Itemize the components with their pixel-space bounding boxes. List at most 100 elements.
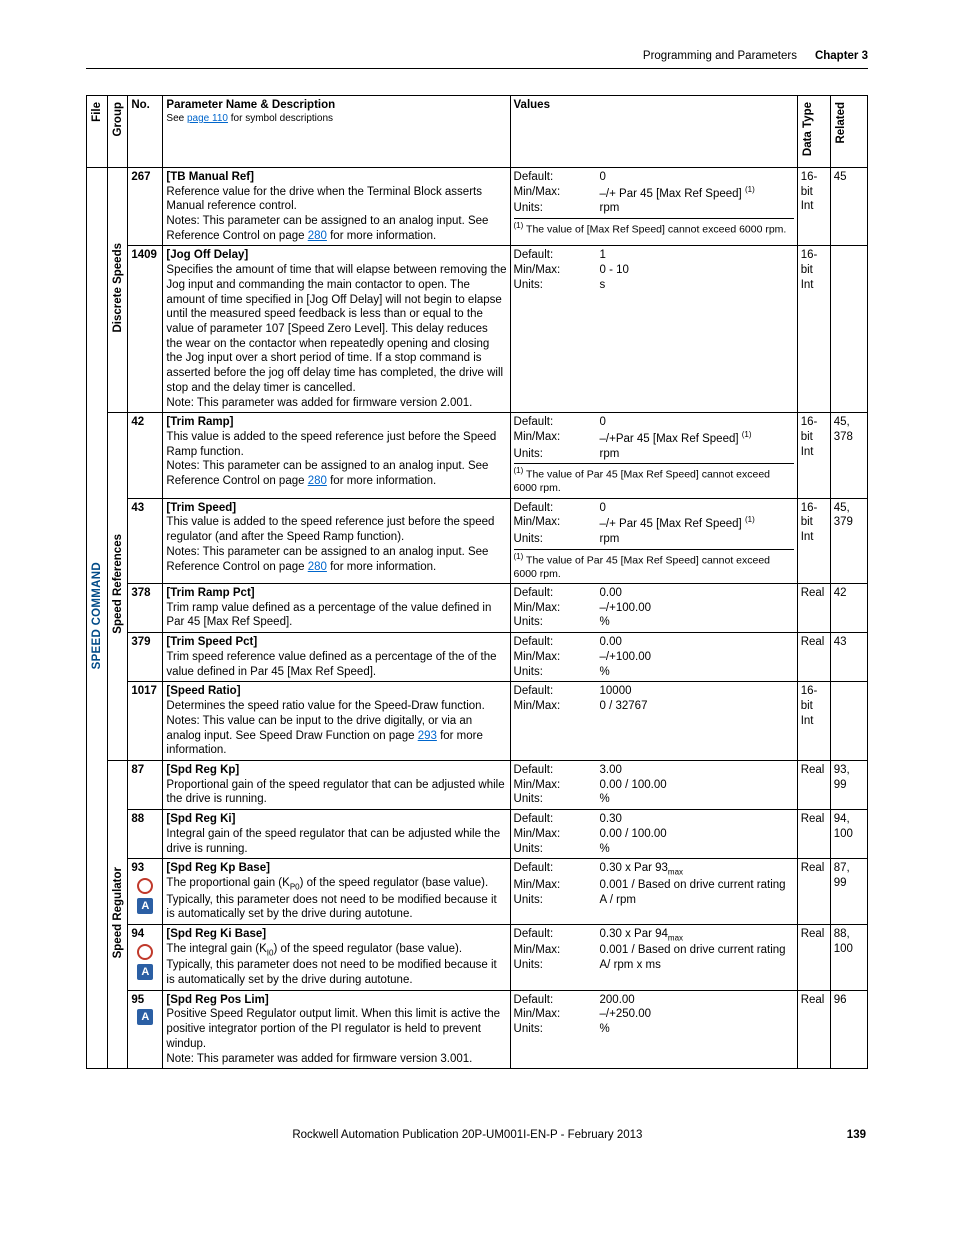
table-row: 43 [Trim Speed] This value is added to t… [87,498,868,583]
link-page-280[interactable]: 280 [308,561,327,573]
autotune-icon: A [137,898,153,914]
link-page-280[interactable]: 280 [308,230,327,242]
readonly-icon [137,878,153,894]
col-description: Parameter Name & Description See page 11… [163,96,510,168]
param-values: Default:0.30 x Par 94max Min/Max:0.001 /… [510,924,797,990]
table-row: Speed Regulator 87 [Spd Reg Kp] Proporti… [87,760,868,809]
table-row: SPEED COMMAND Discrete Speeds 267 [TB Ma… [87,167,868,246]
col-related: Related [830,96,867,168]
group-discrete-speeds: Discrete Speeds [107,167,128,413]
param-related: 94, 100 [830,810,867,859]
table-row: Speed References 42 [Trim Ramp] This val… [87,413,868,498]
param-related [830,682,867,761]
param-desc: [Trim Ramp Pct] Trim ramp value defined … [163,584,510,633]
footer-page-number: 139 [847,1129,866,1141]
param-values: Default:0 Min/Max:–/+ Par 45 [Max Ref Sp… [510,167,797,246]
table-row: 88 [Spd Reg Ki] Integral gain of the spe… [87,810,868,859]
param-desc: [Spd Reg Pos Lim] Positive Speed Regulat… [163,990,510,1069]
link-page-110[interactable]: page 110 [187,113,228,124]
param-no: 1017 [128,682,163,761]
param-desc: [Spd Reg Kp] Proportional gain of the sp… [163,760,510,809]
param-values: Default:10000 Min/Max:0 / 32767 [510,682,797,761]
param-no: 42 [128,413,163,498]
param-values: Default:3.00 Min/Max:0.00 / 100.00 Units… [510,760,797,809]
table-row: 94 A [Spd Reg Ki Base] The integral gain… [87,924,868,990]
param-no: 1409 [128,246,163,413]
param-desc: [Trim Speed] This value is added to the … [163,498,510,583]
param-related: 45 [830,167,867,246]
param-related [830,246,867,413]
table-row: 379 [Trim Speed Pct] Trim speed referenc… [87,633,868,682]
param-values: Default:0.30 x Par 93max Min/Max:0.001 /… [510,859,797,925]
col-data-type: Data Type [797,96,830,168]
header-chapter: Chapter 3 [815,50,868,62]
param-dtype: Real [797,633,830,682]
param-dtype: 16-bit Int [797,498,830,583]
param-dtype: 16-bit Int [797,246,830,413]
table-row: 1017 [Speed Ratio] Determines the speed … [87,682,868,761]
readonly-icon [137,944,153,960]
footer-publication: Rockwell Automation Publication 20P-UM00… [292,1129,642,1141]
group-speed-regulator: Speed Regulator [107,760,128,1068]
param-desc: [Trim Speed Pct] Trim speed reference va… [163,633,510,682]
param-related: 87, 99 [830,859,867,925]
param-related: 43 [830,633,867,682]
param-related: 88, 100 [830,924,867,990]
page-footer: Rockwell Automation Publication 20P-UM00… [86,1129,868,1141]
param-values: Default:200.00 Min/Max:–/+250.00 Units:% [510,990,797,1069]
param-dtype: Real [797,924,830,990]
table-row: 1409 [Jog Off Delay] Specifies the amoun… [87,246,868,413]
table-row: 95 A [Spd Reg Pos Lim] Positive Speed Re… [87,990,868,1069]
param-desc: [Trim Ramp] This value is added to the s… [163,413,510,498]
parameter-table: File Group No. Parameter Name & Descript… [86,95,868,1069]
param-desc: [Speed Ratio] Determines the speed ratio… [163,682,510,761]
param-no: 95 A [128,990,163,1069]
param-values: Default:0.00 Min/Max:–/+100.00 Units:% [510,584,797,633]
param-desc: [Jog Off Delay] Specifies the amount of … [163,246,510,413]
param-values: Default:0 Min/Max:–/+Par 45 [Max Ref Spe… [510,413,797,498]
param-related: 93, 99 [830,760,867,809]
param-related: 45, 378 [830,413,867,498]
link-page-293[interactable]: 293 [418,730,437,742]
param-desc: [Spd Reg Ki Base] The integral gain (KI0… [163,924,510,990]
param-dtype: Real [797,810,830,859]
param-dtype: Real [797,859,830,925]
param-values: Default:0.30 Min/Max:0.00 / 100.00 Units… [510,810,797,859]
col-group: Group [107,96,128,168]
param-no: 378 [128,584,163,633]
group-speed-references: Speed References [107,413,128,761]
param-values: Default:1 Min/Max:0 - 10 Units:s [510,246,797,413]
param-dtype: 16-bit Int [797,682,830,761]
param-no: 379 [128,633,163,682]
param-no: 94 A [128,924,163,990]
param-no: 93 A [128,859,163,925]
link-page-280[interactable]: 280 [308,475,327,487]
param-desc: [TB Manual Ref] Reference value for the … [163,167,510,246]
col-values: Values [510,96,797,168]
table-row: 93 A [Spd Reg Kp Base] The proportional … [87,859,868,925]
param-values: Default:0.00 Min/Max:–/+100.00 Units:% [510,633,797,682]
autotune-icon: A [137,1009,153,1025]
param-no: 88 [128,810,163,859]
param-no: 43 [128,498,163,583]
param-dtype: 16-bit Int [797,167,830,246]
file-cell: SPEED COMMAND [87,167,108,1068]
param-desc: [Spd Reg Ki] Integral gain of the speed … [163,810,510,859]
param-related: 96 [830,990,867,1069]
header-section: Programming and Parameters [643,50,797,62]
page: Programming and Parameters Chapter 3 Fil… [0,0,954,1181]
param-no: 87 [128,760,163,809]
table-row: 378 [Trim Ramp Pct] Trim ramp value defi… [87,584,868,633]
running-header: Programming and Parameters Chapter 3 [86,50,868,69]
param-dtype: 16-bit Int [797,413,830,498]
param-dtype: Real [797,990,830,1069]
param-dtype: Real [797,584,830,633]
param-related: 45, 379 [830,498,867,583]
param-dtype: Real [797,760,830,809]
param-values: Default:0 Min/Max:–/+ Par 45 [Max Ref Sp… [510,498,797,583]
param-desc: [Spd Reg Kp Base] The proportional gain … [163,859,510,925]
col-file: File [87,96,108,168]
col-no: No. [128,96,163,168]
autotune-icon: A [137,964,153,980]
table-header-row: File Group No. Parameter Name & Descript… [87,96,868,168]
